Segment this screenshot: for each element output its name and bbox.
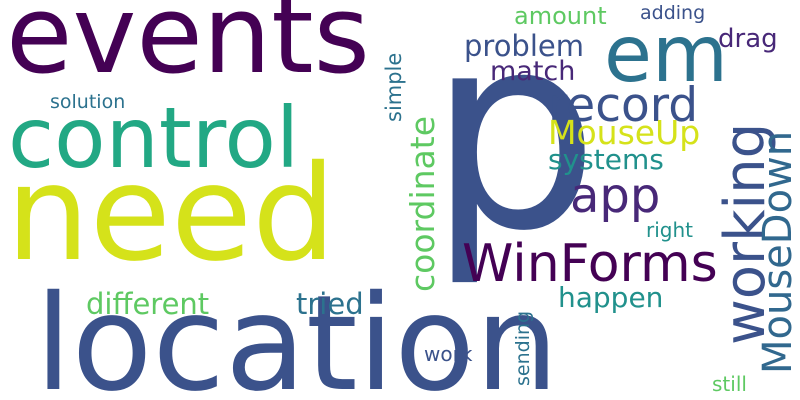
word-right: right	[646, 218, 693, 242]
word-different: different	[86, 287, 210, 321]
word-solution: solution	[50, 91, 126, 113]
word-amount: amount	[514, 2, 607, 30]
word-sending: sending	[512, 310, 534, 386]
word-p: p	[428, 0, 600, 290]
word-location: location	[35, 267, 559, 400]
word-drag: drag	[718, 24, 778, 54]
word-app: app	[570, 168, 661, 224]
word-systems: systems	[548, 143, 664, 176]
word-adding: adding	[640, 2, 706, 24]
word-work: work	[424, 342, 473, 366]
word-events: events	[6, 0, 370, 98]
word-happen: happen	[558, 281, 664, 314]
word-em: em	[604, 10, 728, 100]
word-MouseDown: MouseDown	[755, 130, 800, 374]
word-record: record	[548, 78, 699, 133]
word-simple: simple	[382, 52, 406, 122]
word-control: control	[8, 89, 300, 187]
word-coordinate: coordinate	[403, 115, 442, 292]
word-match: match	[490, 56, 576, 87]
word-still: still	[712, 372, 747, 396]
word-need: need	[6, 137, 336, 291]
word-tried: tried	[296, 287, 364, 321]
word-problem: problem	[464, 29, 584, 63]
word-MouseUp: MouseUp	[548, 113, 701, 152]
word-WinForms: WinForms	[462, 234, 718, 294]
